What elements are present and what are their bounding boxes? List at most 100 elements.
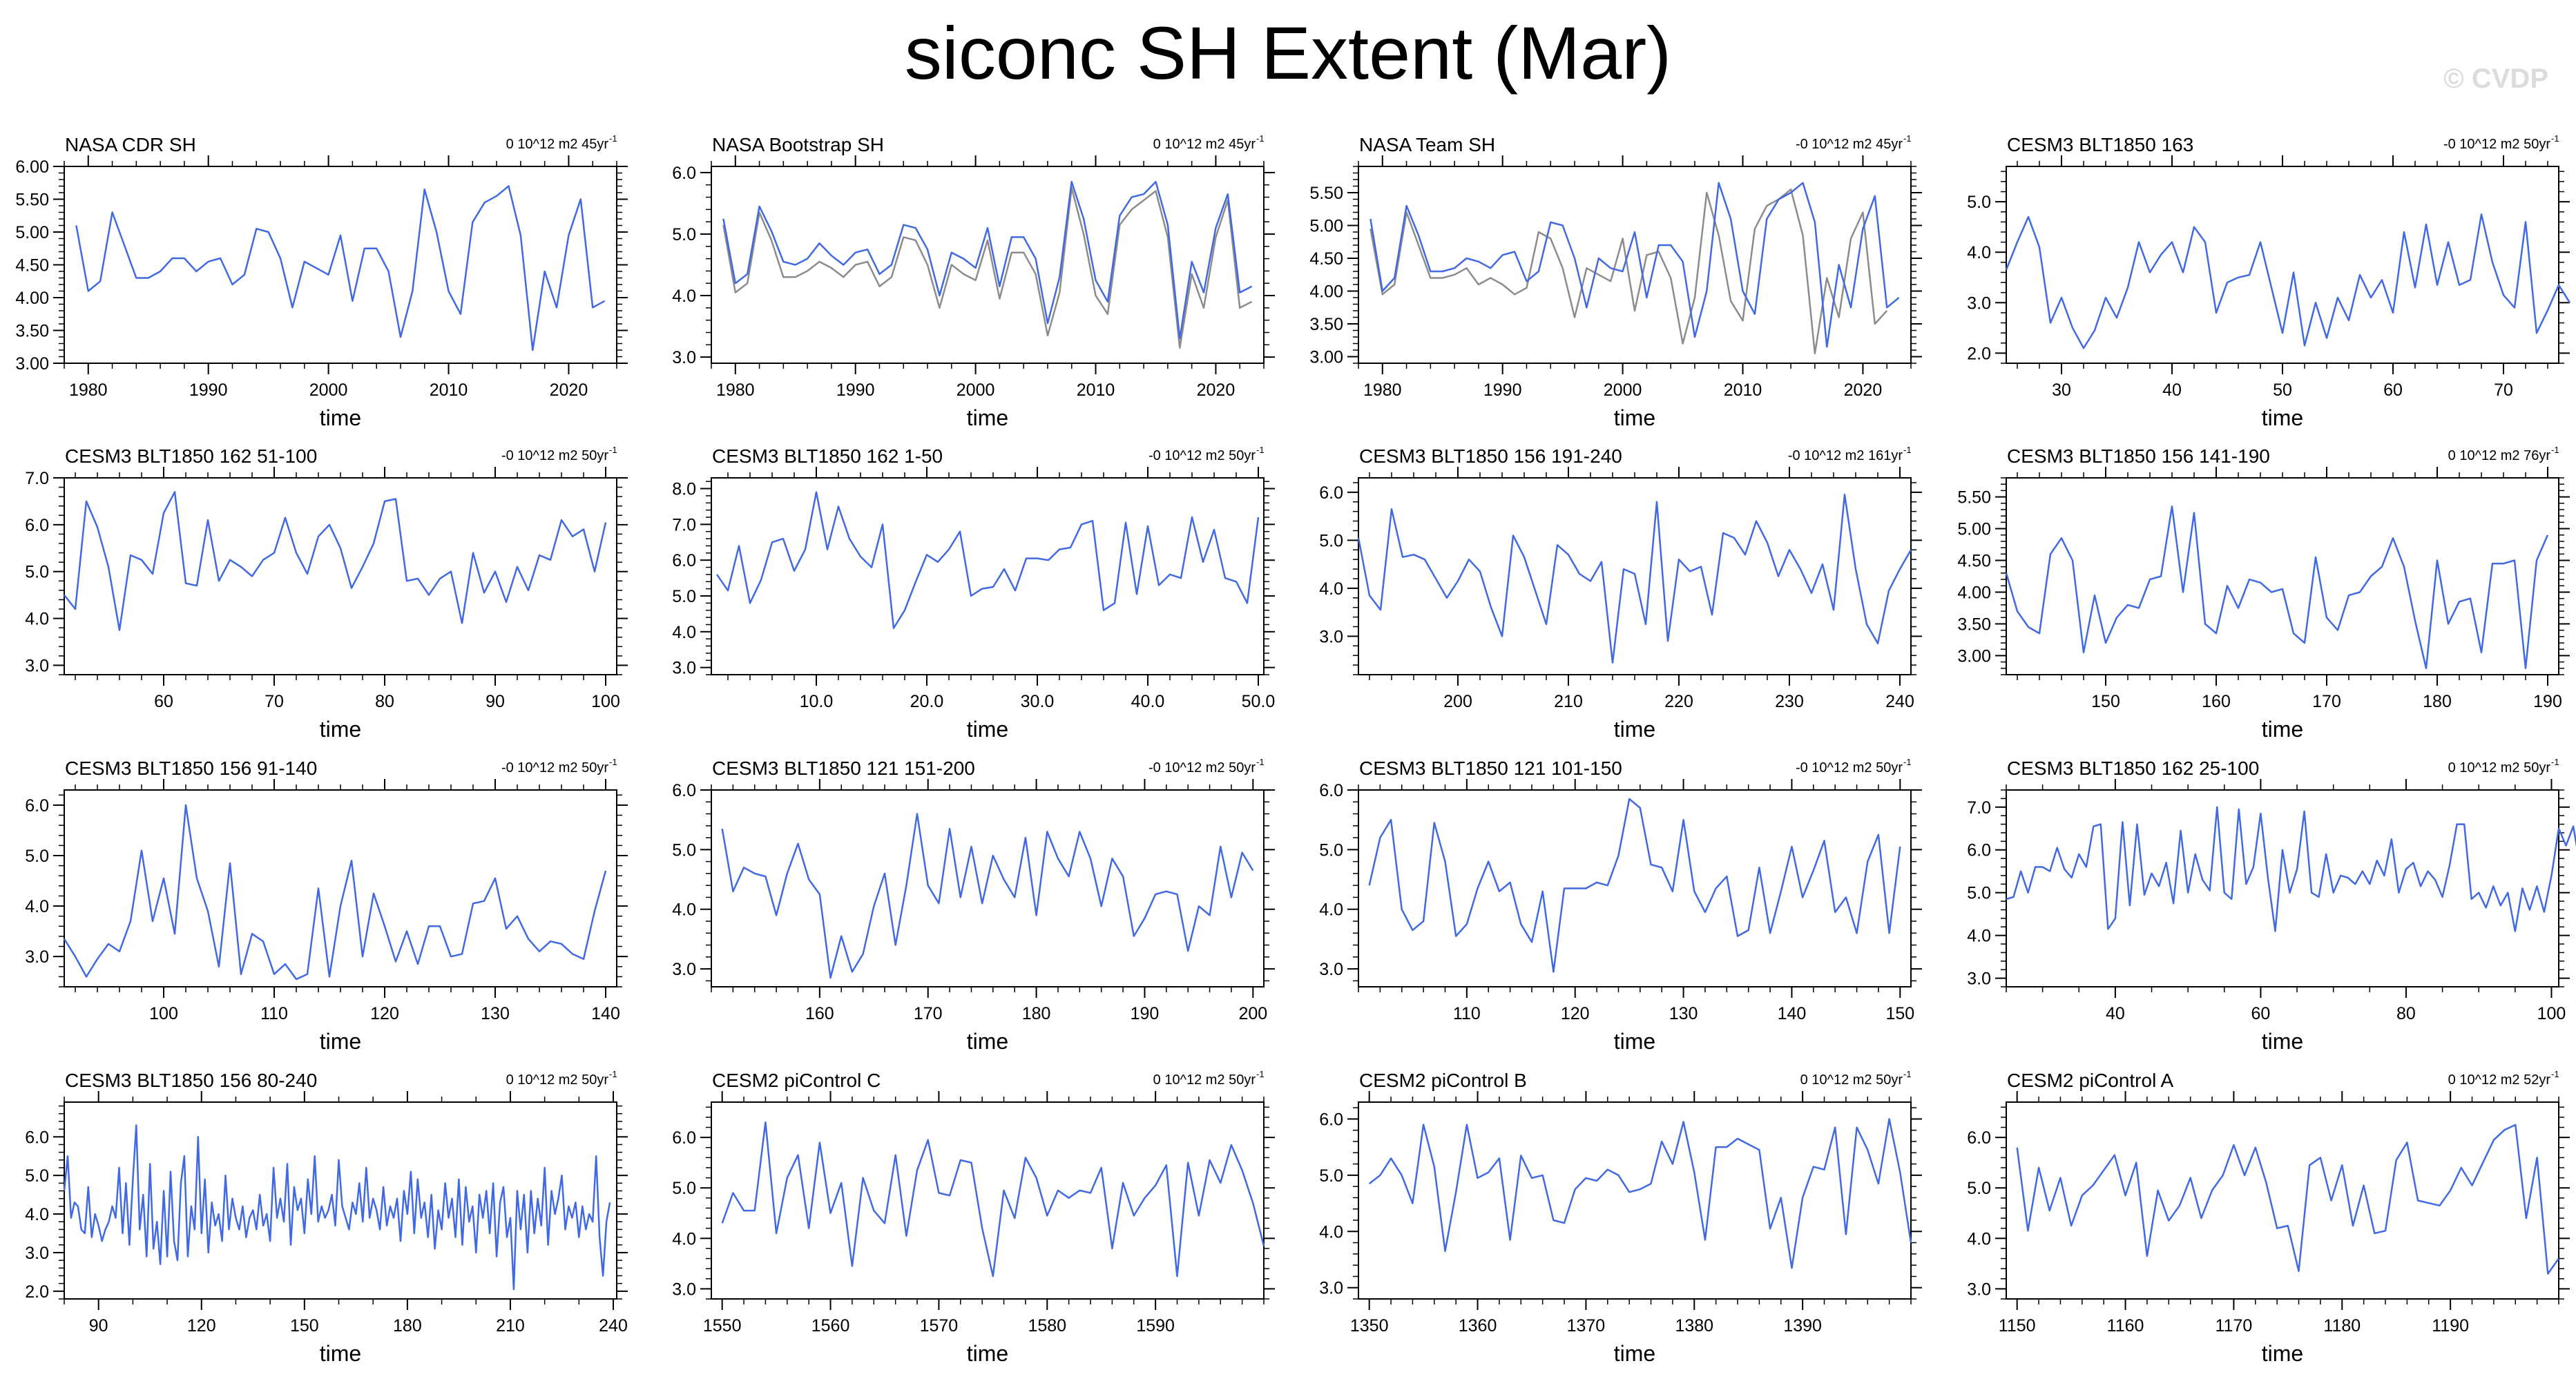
cvdp-watermark: © CVDP bbox=[2443, 64, 2548, 94]
y-tick-label: 6.0 bbox=[672, 781, 696, 800]
x-tick-label: 110 bbox=[260, 1004, 288, 1023]
plot-frame bbox=[711, 166, 1265, 364]
chart-title: CESM3 BLT1850 162 1-50 bbox=[712, 445, 943, 467]
y-tick-label: 4.50 bbox=[15, 256, 49, 276]
chart-title: CESM2 piControl A bbox=[2007, 1070, 2174, 1091]
x-tick-label: 90 bbox=[486, 692, 505, 711]
y-tick-label: 5.0 bbox=[672, 225, 696, 244]
chart-panel: 1980 1990 2000 2010 2020 3.00 3.50 4.00 4.50 5.00… bbox=[15, 133, 628, 430]
y-tick-label: 5.0 bbox=[25, 847, 49, 866]
chart-title: CESM3 BLT1850 121 101-150 bbox=[1359, 758, 1622, 779]
x-tick-label: 2010 bbox=[1077, 380, 1115, 400]
chart-title: CESM3 BLT1850 156 80-240 bbox=[65, 1070, 317, 1091]
trend-label: -0 10^12 m2 50yr bbox=[501, 760, 608, 775]
y-tick-label: 4.00 bbox=[15, 289, 49, 308]
x-tick-label: 170 bbox=[914, 1004, 943, 1023]
trend-label: 0 10^12 m2 76yr bbox=[2448, 448, 2551, 463]
trend-exponent: -1 bbox=[609, 133, 617, 144]
series-line-secondary bbox=[1369, 189, 1888, 355]
trend-label: -0 10^12 m2 50yr bbox=[1796, 760, 1903, 775]
x-axis-label: time bbox=[320, 1341, 361, 1366]
y-tick-label: 6.00 bbox=[15, 157, 49, 177]
x-tick-label: 1550 bbox=[703, 1316, 742, 1336]
chart-title: CESM2 piControl B bbox=[1359, 1070, 1527, 1091]
x-axis-label: time bbox=[1614, 1029, 1655, 1054]
y-tick-label: 3.0 bbox=[672, 1280, 696, 1299]
x-axis-label: time bbox=[1614, 1341, 1655, 1366]
y-tick-label: 6.0 bbox=[1319, 781, 1343, 800]
y-tick-label: 5.0 bbox=[25, 563, 49, 582]
x-tick-label: 130 bbox=[1669, 1004, 1698, 1023]
y-tick-label: 6.0 bbox=[25, 516, 49, 535]
plot-frame bbox=[64, 166, 617, 364]
x-tick-label: 1190 bbox=[2432, 1316, 2469, 1336]
x-tick-label: 220 bbox=[1664, 692, 1693, 711]
y-tick-label: 4.0 bbox=[1319, 1222, 1343, 1242]
plot-frame bbox=[711, 789, 1265, 987]
x-tick-label: 240 bbox=[1885, 692, 1914, 711]
x-axis-label: time bbox=[320, 1029, 361, 1054]
x-tick-label: 80 bbox=[375, 692, 394, 711]
y-tick-label: 5.50 bbox=[15, 191, 49, 210]
series-line bbox=[64, 491, 607, 631]
x-tick-label: 1980 bbox=[716, 380, 755, 400]
chart-title: NASA Team SH bbox=[1359, 134, 1495, 155]
series-line bbox=[75, 185, 606, 351]
chart-panel: 160 170 180 190 200 3.0 4.0 5.0 6.0 CESM3 BLT1850… bbox=[672, 757, 1275, 1054]
x-tick-label: 2020 bbox=[1844, 380, 1883, 400]
trend-exponent: -1 bbox=[1903, 757, 1912, 767]
y-tick-label: 4.00 bbox=[1309, 282, 1343, 302]
trend-label: -0 10^12 m2 50yr bbox=[2443, 137, 2550, 152]
x-tick-label: 2020 bbox=[550, 380, 588, 400]
y-tick-label: 7.0 bbox=[25, 469, 49, 488]
chart-panel: 60 70 80 90 100 3.0 4.0 5.0 6.0 7.0 CESM3 BLT1850 … bbox=[25, 445, 628, 742]
trend-label: -0 10^12 m2 50yr bbox=[1148, 760, 1256, 775]
y-tick-label: 5.0 bbox=[1967, 884, 1991, 903]
x-tick-label: 210 bbox=[1554, 692, 1583, 711]
x-tick-label: 2010 bbox=[1724, 380, 1762, 400]
x-tick-label: 1590 bbox=[1136, 1316, 1175, 1336]
x-axis-label: time bbox=[1614, 717, 1655, 742]
x-tick-label: 1560 bbox=[811, 1316, 850, 1336]
y-tick-label: 5.0 bbox=[1319, 1166, 1343, 1186]
y-tick-label: 6.0 bbox=[25, 796, 49, 816]
y-tick-label: 3.50 bbox=[15, 322, 49, 341]
y-tick-label: 4.50 bbox=[1957, 552, 1991, 571]
x-axis-label: time bbox=[967, 405, 1008, 430]
y-tick-label: 5.00 bbox=[15, 223, 49, 242]
y-tick-label: 5.00 bbox=[1957, 520, 1991, 539]
x-tick-label: 1990 bbox=[189, 380, 228, 400]
x-tick-label: 2020 bbox=[1197, 380, 1236, 400]
y-tick-label: 6.0 bbox=[672, 164, 696, 183]
y-tick-label: 4.0 bbox=[1967, 927, 1991, 946]
y-tick-label: 4.0 bbox=[1319, 579, 1343, 599]
series-line-secondary bbox=[722, 186, 1253, 349]
plot-frame bbox=[64, 1101, 617, 1300]
chart-panel: 40 60 80 100 3.0 4.0 5.0 6.0 7.0 CESM3 BLT1850 16… bbox=[1967, 757, 2576, 1054]
x-tick-label: 90 bbox=[89, 1316, 108, 1336]
series-line bbox=[63, 804, 607, 981]
trend-label: -0 10^12 m2 50yr bbox=[1148, 448, 1256, 463]
x-tick-label: 150 bbox=[2091, 692, 2120, 711]
x-tick-label: 100 bbox=[149, 1004, 178, 1023]
trend-exponent: -1 bbox=[2551, 133, 2559, 144]
y-tick-label: 6.0 bbox=[1319, 1110, 1343, 1129]
series-line bbox=[63, 1124, 611, 1291]
trend-exponent: -1 bbox=[1903, 1069, 1912, 1079]
x-tick-label: 180 bbox=[393, 1316, 422, 1336]
y-tick-label: 3.0 bbox=[25, 656, 49, 675]
x-tick-label: 80 bbox=[2396, 1004, 2416, 1023]
y-tick-label: 4.0 bbox=[672, 900, 696, 920]
trend-exponent: -1 bbox=[1256, 445, 1265, 455]
y-tick-label: 8.0 bbox=[672, 480, 696, 499]
x-tick-label: 150 bbox=[290, 1316, 319, 1336]
x-tick-label: 180 bbox=[2423, 692, 2452, 711]
y-tick-label: 4.0 bbox=[25, 1205, 49, 1224]
y-tick-label: 2.0 bbox=[1967, 344, 1991, 363]
x-tick-label: 50.0 bbox=[1242, 692, 1276, 711]
x-tick-label: 1580 bbox=[1028, 1316, 1066, 1336]
chart-title: CESM3 BLT1850 162 25-100 bbox=[2007, 758, 2259, 779]
series-line bbox=[1368, 798, 1901, 973]
y-tick-label: 3.50 bbox=[1309, 315, 1343, 334]
